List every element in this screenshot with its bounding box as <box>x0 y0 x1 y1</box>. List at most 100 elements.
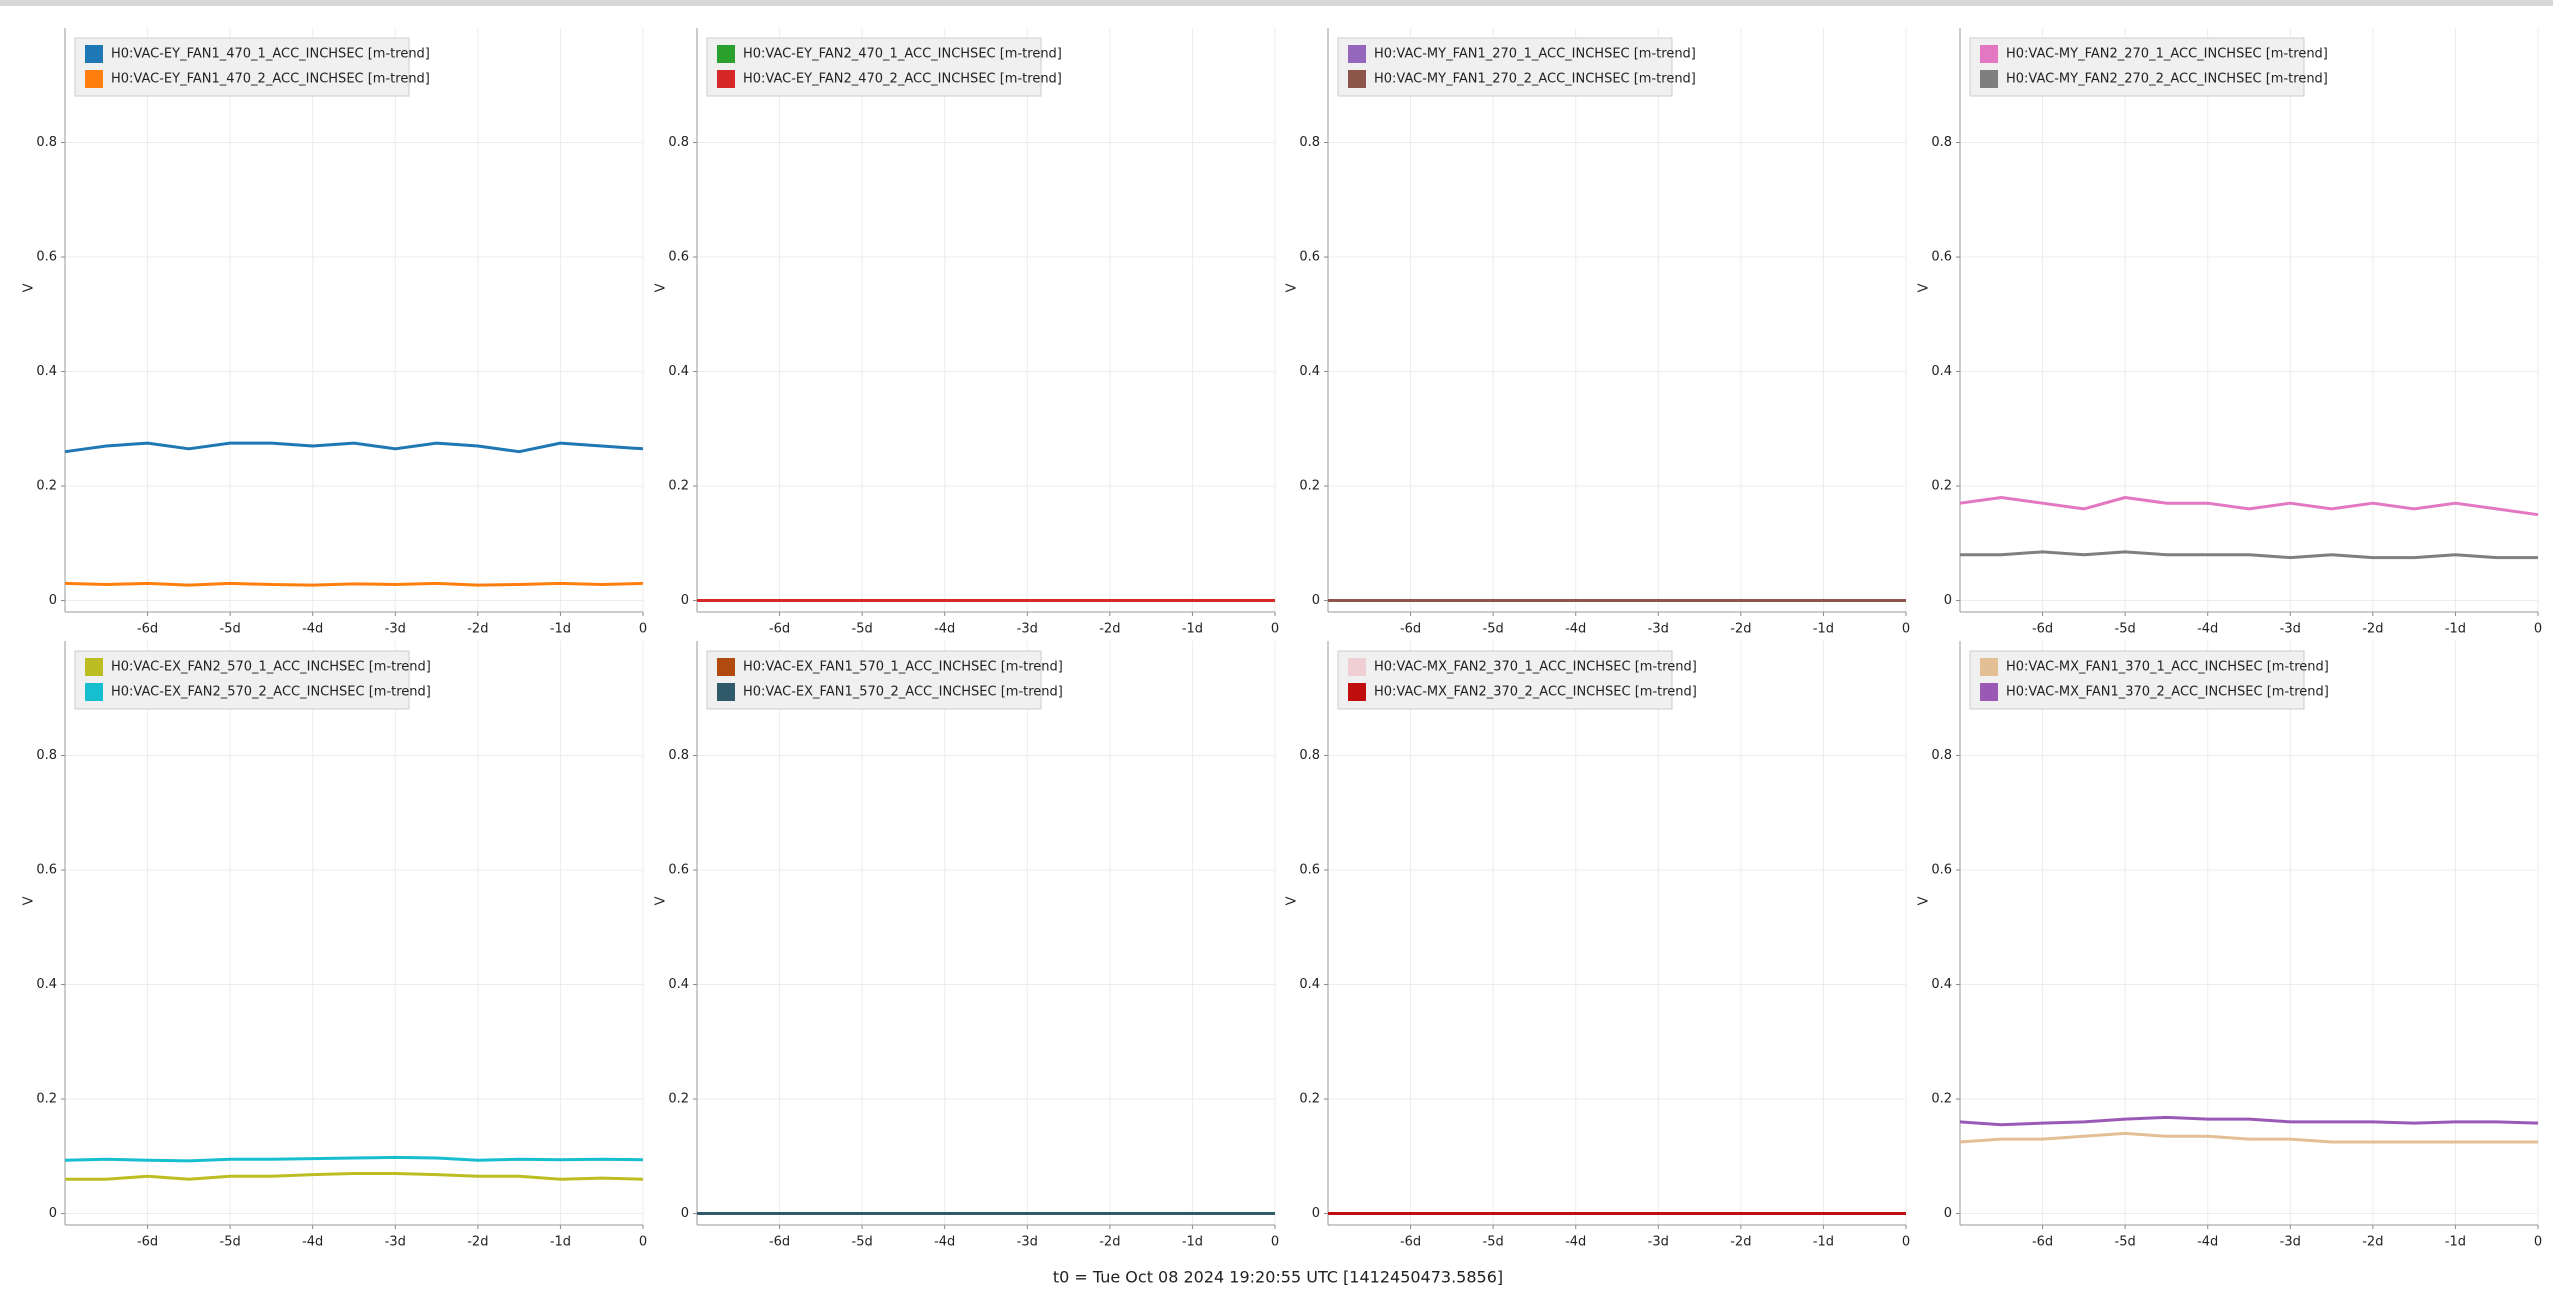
y-tick-label: 0.8 <box>1931 135 1952 150</box>
legend-swatch <box>85 45 103 63</box>
x-tick-label: -4d <box>2197 622 2218 637</box>
y-tick-label: 0.2 <box>36 1092 57 1107</box>
x-tick-label: 0 <box>2534 1235 2542 1250</box>
x-tick-label: -6d <box>1400 1235 1421 1250</box>
x-tick-label: -2d <box>2362 622 2383 637</box>
series-line <box>1959 1115 2539 1127</box>
legend-swatch <box>85 70 103 88</box>
legend-label: H0:VAC-MY_FAN1_270_2_ACC_INCHSEC [m-tren… <box>1374 72 1696 87</box>
legend-label: H0:VAC-MY_FAN2_270_1_ACC_INCHSEC [m-tren… <box>2006 47 2328 62</box>
title-bar <box>0 0 2553 6</box>
series-line <box>1959 496 2539 517</box>
y-tick-label: 0.2 <box>1299 1092 1320 1107</box>
plot: 0 0.2 0.4 0.6 0.8 -6d -5d -4d -3d -2d -1d 0 V H0:VAC-… <box>1285 28 1910 637</box>
x-tick-label: -5d <box>1483 622 1504 637</box>
plot: 0 0.2 0.4 0.6 0.8 -6d -5d -4d -3d -2d -1d 0 V H0:VAC-… <box>22 641 647 1250</box>
y-axis-label: V <box>22 896 37 905</box>
y-tick-label: 0 <box>681 1206 689 1221</box>
y-tick-label: 0.8 <box>1299 135 1320 150</box>
y-tick-label: 0.4 <box>36 977 57 992</box>
legend-label: H0:VAC-MY_FAN1_270_1_ACC_INCHSEC [m-tren… <box>1374 47 1696 62</box>
legend-swatch <box>1348 70 1366 88</box>
y-tick-label: 0.8 <box>1931 748 1952 763</box>
legend-swatch <box>1980 45 1998 63</box>
y-tick-label: 0.4 <box>668 977 689 992</box>
x-tick-label: -6d <box>137 1235 158 1250</box>
y-tick-label: 0.2 <box>1931 479 1952 494</box>
x-tick-label: 0 <box>2534 622 2542 637</box>
y-axis-label: V <box>1285 283 1300 292</box>
y-axis-label: V <box>1285 896 1300 905</box>
plot: 0 0.2 0.4 0.6 0.8 -6d -5d -4d -3d -2d -1d 0 V H0:VAC-… <box>654 28 1279 637</box>
y-tick-label: 0.4 <box>1299 977 1320 992</box>
x-tick-label: -6d <box>2032 622 2053 637</box>
x-tick-label: -1d <box>550 1235 571 1250</box>
x-tick-label: -4d <box>302 622 323 637</box>
x-tick-label: -4d <box>1565 1235 1586 1250</box>
legend-swatch <box>1348 45 1366 63</box>
legend-label: H0:VAC-EX_FAN2_570_2_ACC_INCHSEC [m-tren… <box>111 685 431 700</box>
x-tick-label: 0 <box>1271 1235 1279 1250</box>
x-tick-label: -3d <box>1648 1235 1669 1250</box>
y-axis-label: V <box>22 283 37 292</box>
legend-box <box>706 650 1042 710</box>
x-tick-label: -5d <box>852 622 873 637</box>
legend-swatch <box>1980 683 1998 701</box>
x-tick-label: -3d <box>1017 1235 1038 1250</box>
y-tick-label: 0.2 <box>1931 1092 1952 1107</box>
x-tick-label: -3d <box>2280 1235 2301 1250</box>
legend-label: H0:VAC-MX_FAN2_370_2_ACC_INCHSEC [m-tren… <box>1374 685 1697 700</box>
x-tick-label: 0 <box>1902 622 1910 637</box>
plot: 0 0.2 0.4 0.6 0.8 -6d -5d -4d -3d -2d -1d 0 V H0:VAC-… <box>1285 641 1910 1250</box>
x-tick-label: -2d <box>467 622 488 637</box>
y-tick-label: 0.6 <box>1299 863 1320 878</box>
x-tick-label: -1d <box>1182 1235 1203 1250</box>
x-tick-label: -6d <box>137 622 158 637</box>
footer: t0 = Tue Oct 08 2024 19:20:55 UTC [14124… <box>1053 1268 1503 1287</box>
legend: H0:VAC-EX_FAN2_570_1_ACC_INCHSEC [m-tren… <box>74 650 431 710</box>
legend-swatch <box>1980 658 1998 676</box>
legend-swatch <box>717 658 735 676</box>
y-tick-label: 0.6 <box>668 250 689 265</box>
legend-box <box>1969 650 2305 710</box>
x-tick-label: -5d <box>220 622 241 637</box>
x-tick-label: -2d <box>1099 1235 1120 1250</box>
x-tick-label: -2d <box>1099 622 1120 637</box>
x-tick-label: 0 <box>1902 1235 1910 1250</box>
legend: H0:VAC-MX_FAN2_370_1_ACC_INCHSEC [m-tren… <box>1337 650 1697 710</box>
legend-label: H0:VAC-MX_FAN1_370_1_ACC_INCHSEC [m-tren… <box>2006 660 2329 675</box>
legend-label: H0:VAC-EY_FAN2_470_1_ACC_INCHSEC [m-tren… <box>743 47 1062 62</box>
legend-box <box>1969 37 2305 97</box>
legend-label: H0:VAC-EY_FAN2_470_2_ACC_INCHSEC [m-tren… <box>743 72 1062 87</box>
x-tick-label: -3d <box>1017 622 1038 637</box>
legend: H0:VAC-MY_FAN2_270_1_ACC_INCHSEC [m-tren… <box>1969 37 2328 97</box>
legend-box <box>74 650 410 710</box>
legend-swatch <box>1980 70 1998 88</box>
y-tick-label: 0.6 <box>1931 863 1952 878</box>
y-tick-label: 0.4 <box>1931 977 1952 992</box>
legend-label: H0:VAC-EY_FAN1_470_1_ACC_INCHSEC [m-tren… <box>111 47 430 62</box>
y-tick-label: 0.2 <box>668 1092 689 1107</box>
y-tick-label: 0 <box>1944 1206 1952 1221</box>
x-tick-label: -6d <box>2032 1235 2053 1250</box>
series-line <box>64 1155 644 1163</box>
y-tick-label: 0.4 <box>668 364 689 379</box>
y-tick-label: 0 <box>1944 593 1952 608</box>
y-tick-label: 0.4 <box>36 364 57 379</box>
series-line <box>64 581 644 587</box>
x-tick-label: -5d <box>2115 1235 2136 1250</box>
y-tick-label: 0 <box>1312 1206 1320 1221</box>
x-tick-label: -3d <box>385 1235 406 1250</box>
legend-label: H0:VAC-MX_FAN2_370_1_ACC_INCHSEC [m-tren… <box>1374 660 1697 675</box>
y-tick-label: 0.8 <box>1299 748 1320 763</box>
legend-label: H0:VAC-EY_FAN1_470_2_ACC_INCHSEC [m-tren… <box>111 72 430 87</box>
x-tick-label: -4d <box>934 1235 955 1250</box>
series-line <box>65 1172 644 1181</box>
legend-box <box>74 37 410 97</box>
x-tick-label: -6d <box>769 1235 790 1250</box>
legend-swatch <box>85 658 103 676</box>
legend-label: H0:VAC-EX_FAN1_570_2_ACC_INCHSEC [m-tren… <box>743 685 1063 700</box>
plot: 0 0.2 0.4 0.6 0.8 -6d -5d -4d -3d -2d -1d 0 V H0:VAC-… <box>1917 641 2542 1250</box>
x-tick-label: -1d <box>2445 1235 2466 1250</box>
